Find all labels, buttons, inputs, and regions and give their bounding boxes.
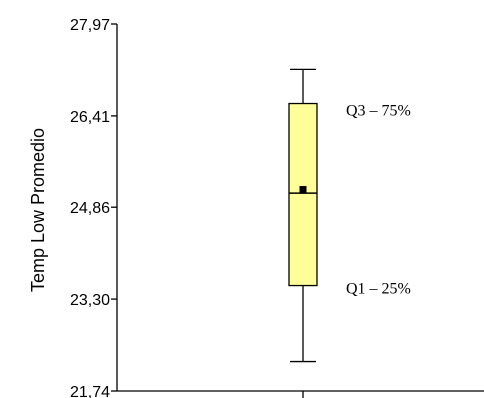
y-ticks: 27,97 26,41 24,86 23,30 21,74 — [70, 17, 117, 398]
y-tick-label: 27,97 — [70, 17, 110, 34]
q3-label: Q3 – 75% — [346, 103, 411, 120]
y-tick-label: 24,86 — [70, 200, 110, 217]
y-tick-label: 26,41 — [70, 109, 110, 126]
mean-marker — [299, 186, 307, 194]
y-axis-label: Temp Low Promedio — [28, 128, 48, 292]
y-tick-label: 21,74 — [70, 384, 110, 398]
q1-label: Q1 – 25% — [346, 281, 411, 298]
y-tick-label: 23,30 — [70, 292, 110, 309]
iqr-box — [288, 102, 318, 287]
